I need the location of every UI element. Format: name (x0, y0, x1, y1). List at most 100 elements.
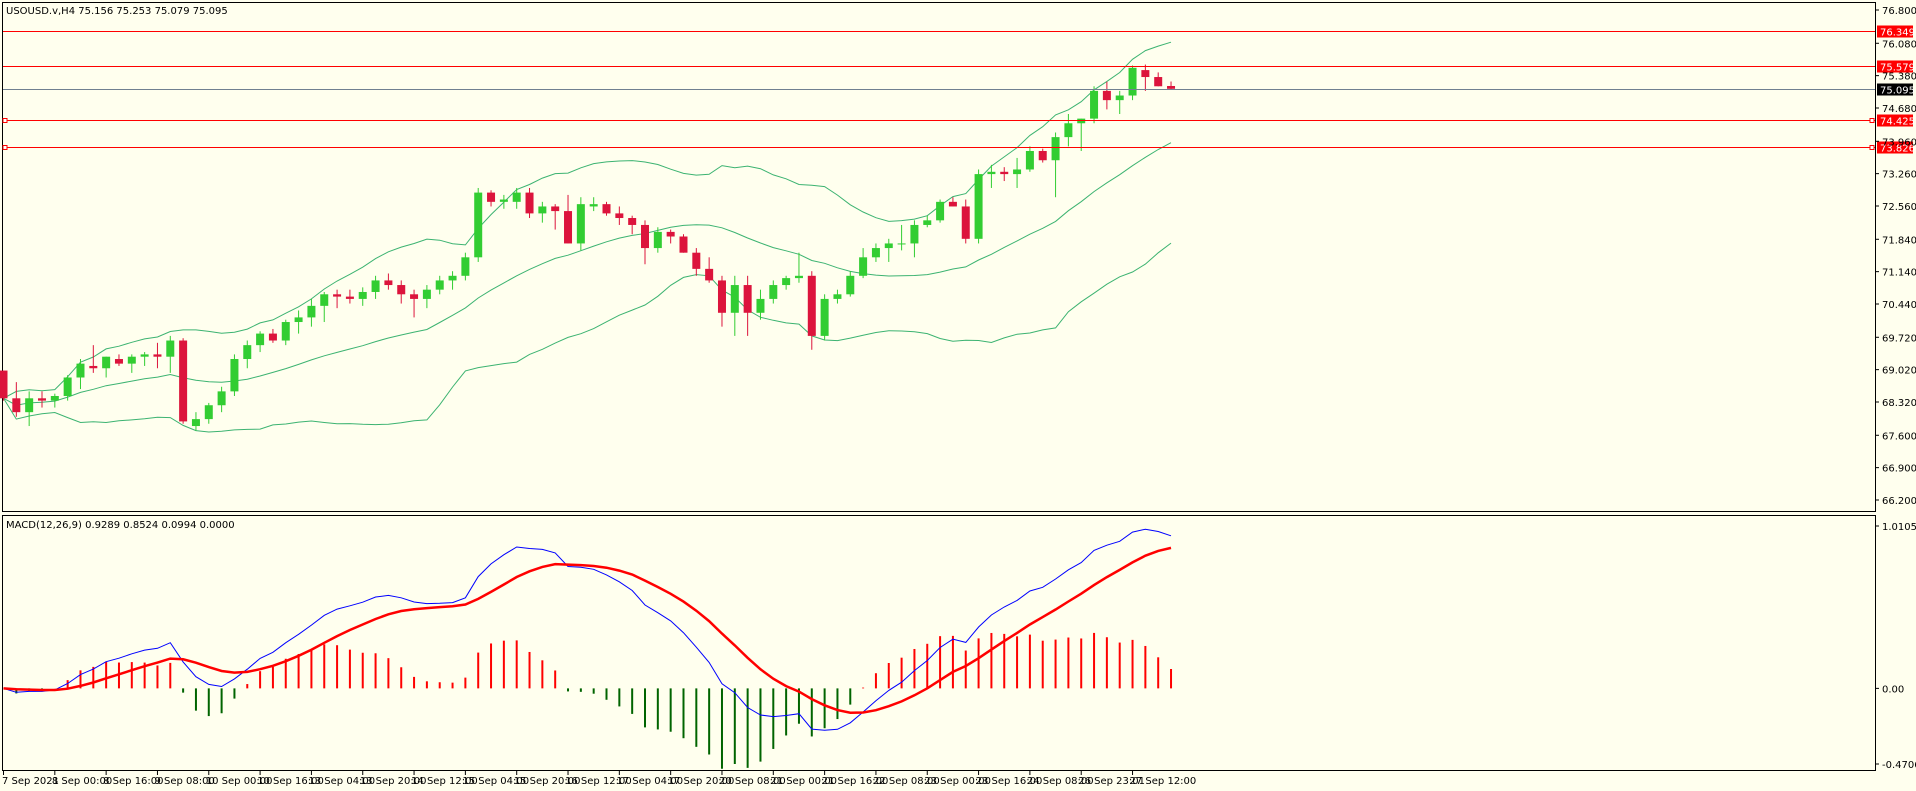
candle-body (730, 285, 739, 313)
horizontal-levels[interactable]: 76.349 75.579 74.425 73.826 75.095 (2, 25, 1915, 155)
candle-body (615, 213, 624, 219)
candle-body (281, 322, 290, 341)
macd-tick-label: 0.00 (1882, 684, 1904, 695)
price-tick-label: 72.560 (1882, 202, 1916, 213)
time-tick-label: 21 Sep 16:00 (822, 776, 889, 787)
level-price-label: 76.349 (1880, 28, 1915, 39)
candle-body (384, 280, 393, 286)
candle-body (948, 201, 957, 207)
macd-panel-frame (2, 515, 1876, 771)
level-price-tag (1877, 141, 1913, 154)
macd-lines (3, 528, 1172, 731)
candle-body (987, 171, 996, 175)
candle-body (589, 204, 598, 207)
candle-body (204, 405, 213, 420)
candle-body (320, 294, 329, 306)
candle-body (1038, 150, 1047, 161)
candle-body (576, 204, 585, 244)
candle-body (371, 280, 380, 292)
candle-body (692, 252, 701, 269)
macd-panel-header: MACD(12,26,9) 0.9289 0.8524 0.0994 0.000… (6, 520, 235, 531)
candle-body (499, 199, 508, 202)
candle-body (782, 278, 791, 286)
candle-body (1154, 77, 1163, 87)
candle-body (769, 285, 778, 299)
bid-price-tag (1877, 83, 1913, 96)
price-tick-label: 66.200 (1882, 496, 1916, 507)
candle-body (358, 291, 367, 299)
candle-body (448, 275, 457, 281)
candle-body (268, 333, 277, 341)
price-axis: 76.800 76.080 75.380 74.680 73.960 73.260 72.5… (1875, 6, 1916, 507)
level-handle-right (1869, 118, 1875, 123)
candle-body (1102, 90, 1111, 101)
candle-body (191, 419, 200, 427)
level-price-tag (1877, 60, 1913, 73)
macd-signal-line (3, 546, 1172, 714)
price-tick-label: 69.020 (1882, 366, 1916, 377)
price-tick-label: 76.080 (1882, 39, 1916, 50)
candle-body (923, 220, 932, 225)
candle-body (25, 398, 34, 413)
candle-body (89, 365, 98, 369)
candle-body (884, 243, 893, 249)
candle-body (679, 236, 688, 253)
candle-body (628, 218, 637, 225)
level-handle-right (1869, 145, 1875, 150)
candle-body (50, 395, 59, 401)
candle-body (294, 317, 303, 323)
candle-body (410, 294, 419, 299)
time-tick-label: 7 Sep 2021 (2, 776, 59, 787)
candle-body (512, 192, 521, 202)
candle-body (63, 377, 72, 396)
bb-lower-line (3, 242, 1172, 433)
level-handle-left (2, 145, 8, 150)
candle-body (345, 296, 354, 299)
time-tick-label: 10 Sep 00:00 (206, 776, 273, 787)
time-tick-label: 9 Sep 08:00 (154, 776, 214, 787)
time-tick-label: 8 Sep 00:00 (52, 776, 112, 787)
level-price-tag (1877, 25, 1913, 38)
candle-body (794, 275, 803, 279)
candle-body (1025, 150, 1034, 170)
candle-body (127, 356, 136, 364)
price-tick-label: 70.440 (1882, 300, 1916, 311)
candle-body (1051, 137, 1060, 161)
candle-body (461, 257, 470, 276)
price-tick-label: 69.720 (1882, 333, 1916, 344)
price-tick-label: 74.680 (1882, 104, 1916, 115)
time-tick-label: 17 Sep 04:00 (616, 776, 683, 787)
price-tick-label: 76.800 (1882, 6, 1916, 17)
candle-body (76, 363, 85, 378)
candle-body (602, 204, 611, 214)
level-price-label: 73.826 (1880, 144, 1915, 155)
level-price-label: 75.579 (1880, 63, 1915, 74)
time-tick-label: 27 Sep 12:00 (1130, 776, 1197, 787)
candle-body (743, 285, 752, 313)
level-price-tag (1877, 114, 1913, 127)
candle-body (666, 231, 675, 237)
price-tick-label: 67.600 (1882, 431, 1916, 442)
candle-body (936, 201, 945, 221)
bid-price-label: 75.095 (1880, 86, 1915, 97)
time-tick-label: 13 Sep 20:00 (360, 776, 427, 787)
candle-body (564, 211, 573, 244)
time-tick-label: 13 Sep 04:00 (308, 776, 375, 787)
candle-body (641, 224, 649, 249)
candle-body (846, 275, 855, 295)
candle-body (474, 192, 483, 258)
price-tick-label: 75.380 (1882, 72, 1916, 83)
candle-body (1090, 90, 1099, 119)
candle-body (1115, 95, 1124, 101)
time-tick-label: 15 Sep 04:00 (462, 776, 529, 787)
candle-body (538, 206, 547, 214)
candle-body (1167, 85, 1176, 89)
candle-body (820, 298, 829, 336)
candle-body (1000, 171, 1009, 175)
candle-body (217, 391, 226, 406)
macd-panel[interactable]: 1.0105 0.00 -0.4706 MACD(12,26,9) 0.9289 0… (2, 515, 1916, 772)
